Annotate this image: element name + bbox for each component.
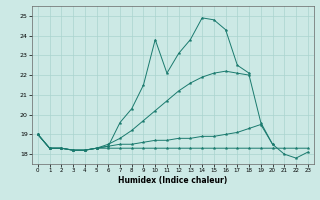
X-axis label: Humidex (Indice chaleur): Humidex (Indice chaleur)	[118, 176, 228, 185]
